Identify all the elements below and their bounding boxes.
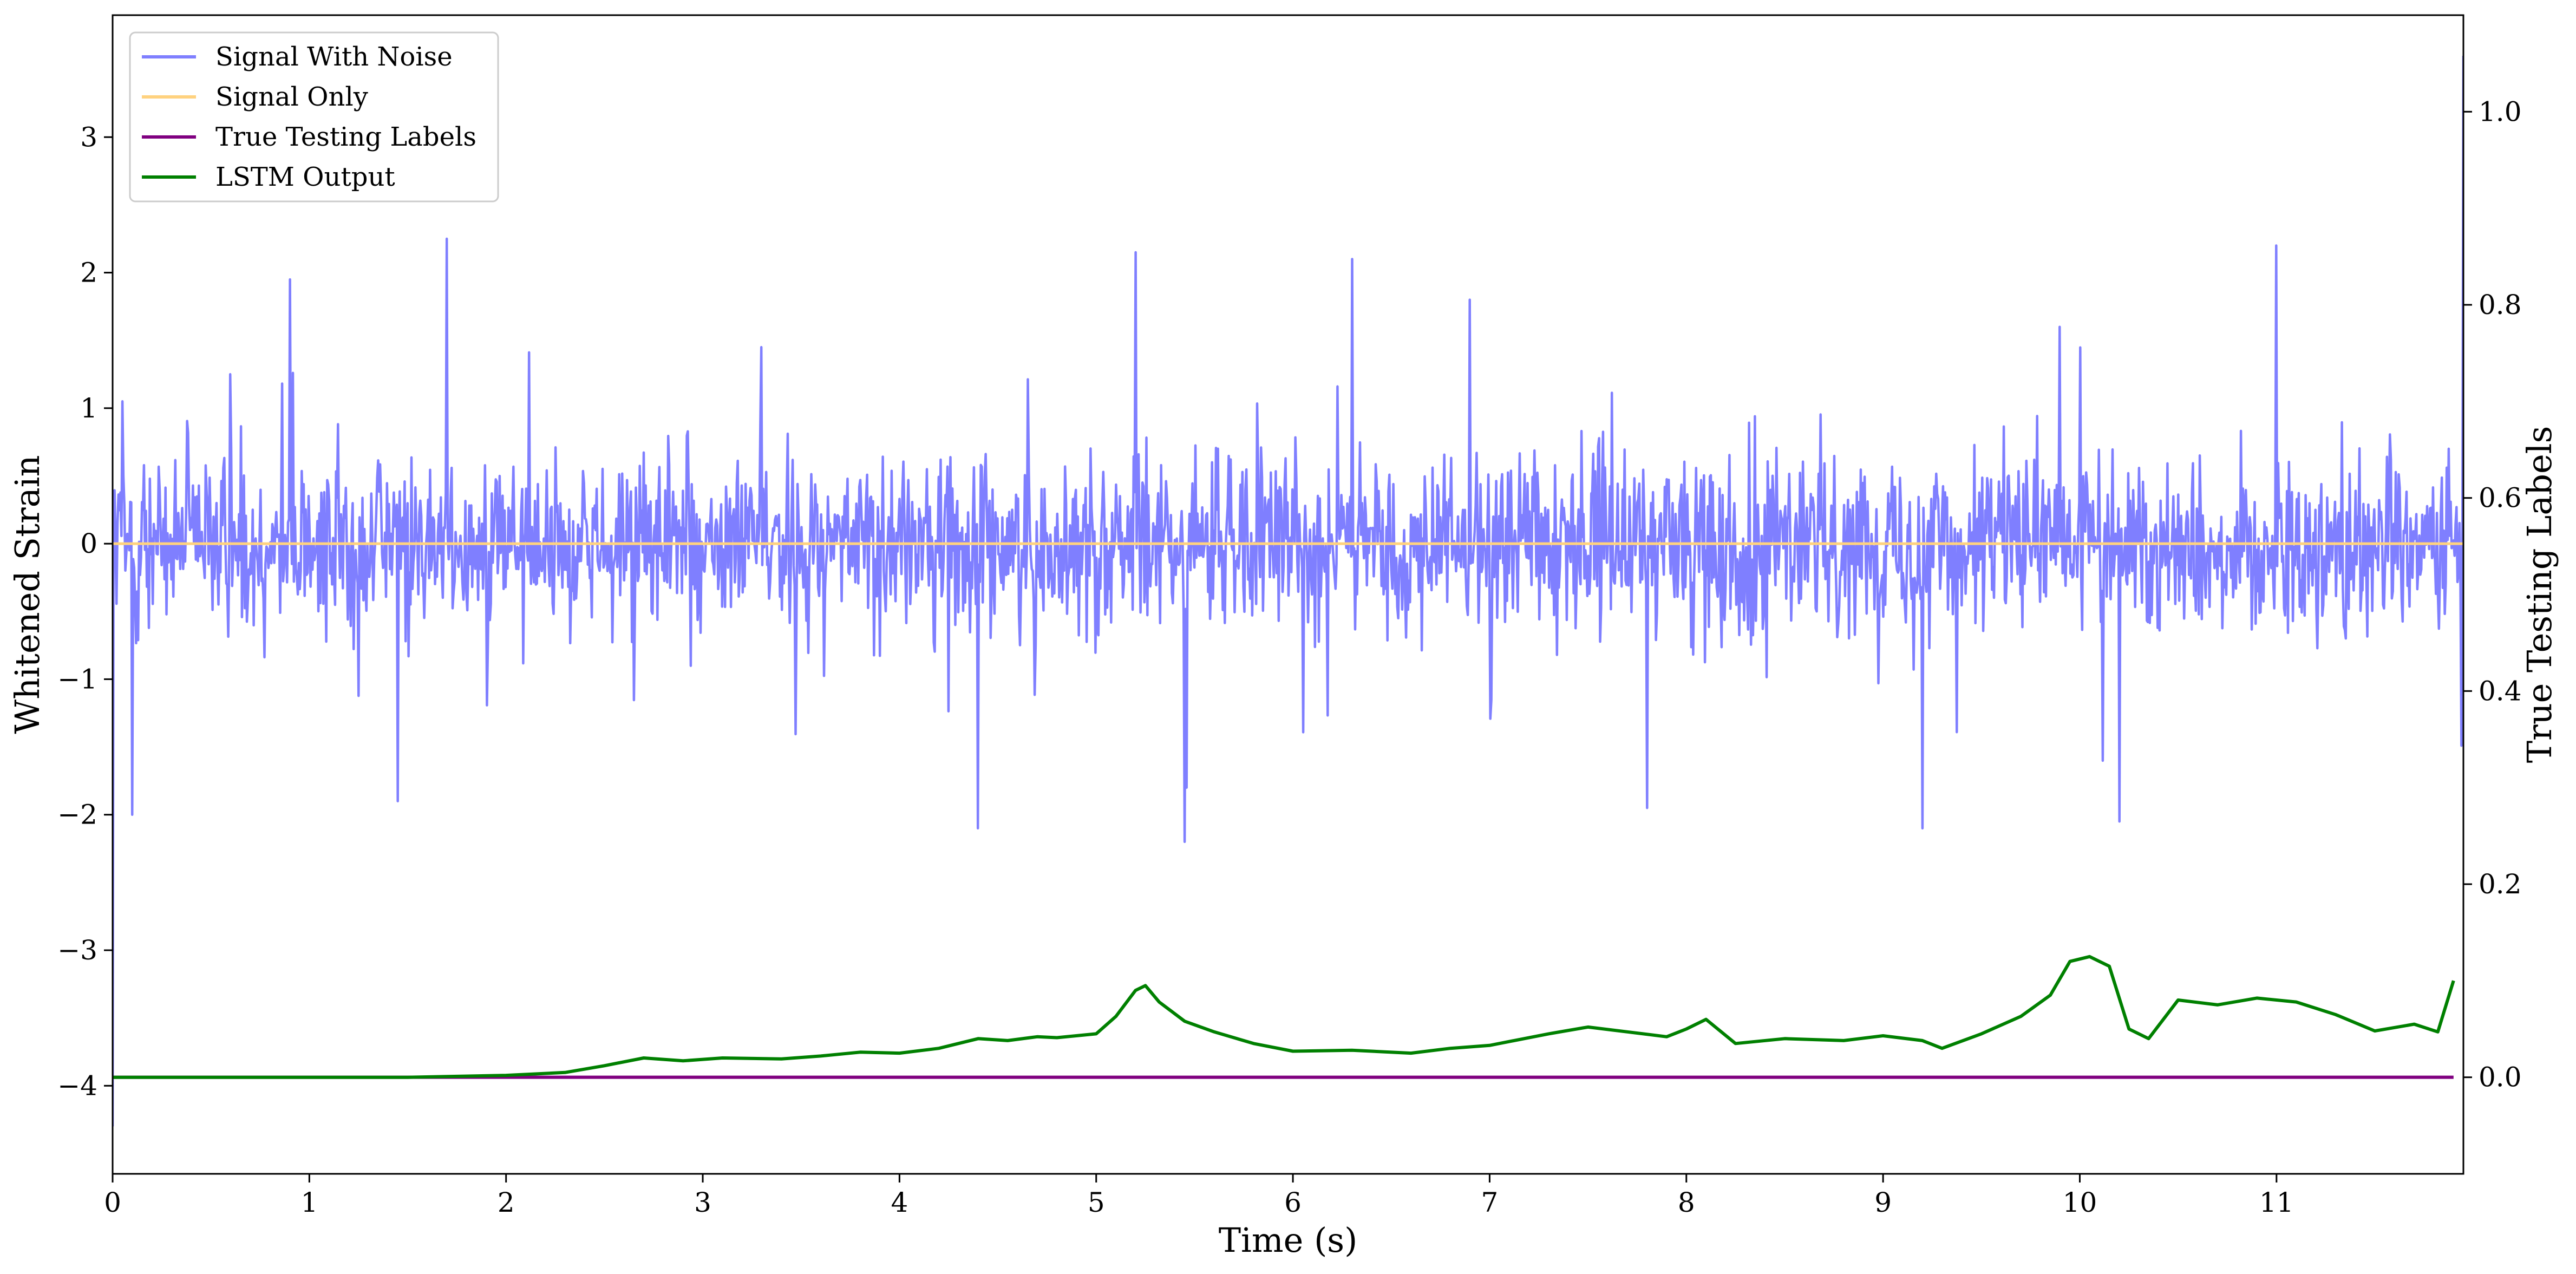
y-left-tick-label: −2	[57, 799, 97, 831]
x-tick-label: 5	[1088, 1187, 1105, 1218]
y-left-axis-title: Whitened Strain	[8, 455, 47, 734]
x-tick-label: 9	[1874, 1187, 1892, 1218]
x-tick-label: 10	[2063, 1187, 2097, 1218]
series-signal-with-noise	[113, 56, 2463, 1127]
y-left-tick-label: 3	[80, 121, 97, 153]
y-left-tick-label: 1	[80, 393, 97, 424]
legend-label: Signal With Noise	[215, 42, 453, 72]
series-lstm-output	[113, 955, 2455, 1079]
y-right-tick-label: 0.6	[2479, 482, 2522, 514]
y-right-tick-label: 0.4	[2479, 675, 2522, 707]
x-tick-label: 0	[104, 1187, 121, 1218]
legend: Signal With Noise Signal Only True Testing…	[129, 31, 499, 202]
y-left-tick-label: −1	[57, 663, 97, 695]
x-tick-label: 4	[891, 1187, 908, 1218]
y-right-tick-label: 0.2	[2479, 868, 2522, 900]
x-tick-label: 3	[694, 1187, 711, 1218]
y-right-tick-label: 0.0	[2479, 1062, 2522, 1093]
legend-box	[129, 31, 499, 202]
y-left-tick-label: −3	[57, 935, 97, 966]
legend-label: True Testing Labels	[215, 122, 476, 152]
y-right-tick-label: 1.0	[2479, 96, 2522, 127]
y-left-tick-label: 2	[80, 257, 97, 289]
x-tick-label: 8	[1678, 1187, 1695, 1218]
legend-label: LSTM Output	[215, 162, 395, 192]
x-tick-label: 2	[498, 1187, 515, 1218]
y-right-tick-label: 0.8	[2479, 289, 2522, 321]
x-tick-label: 6	[1284, 1187, 1302, 1218]
plot-frame	[112, 14, 2464, 1175]
x-tick-label: 1	[300, 1187, 318, 1218]
y-left-tick-label: −4	[57, 1070, 97, 1101]
y-left-tick-label: 0	[80, 528, 97, 559]
y-right-axis-title: True Testing Labels	[2520, 426, 2559, 763]
x-tick-label: 11	[2259, 1187, 2294, 1218]
x-axis-title: Time (s)	[1219, 1220, 1358, 1260]
plot-area	[113, 56, 2463, 1127]
x-tick-label: 7	[1481, 1187, 1499, 1218]
legend-label: Signal Only	[215, 82, 368, 112]
